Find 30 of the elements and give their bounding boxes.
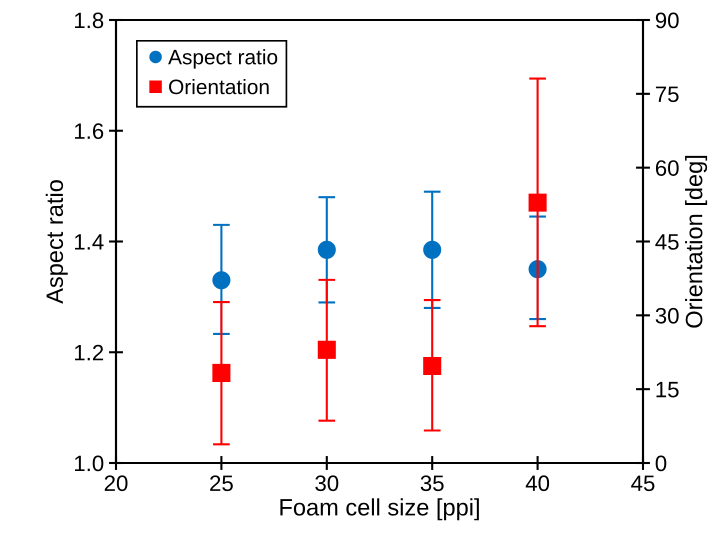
point xyxy=(423,357,442,376)
x-axis-title: Foam cell size [ppi] xyxy=(280,498,479,520)
y2-tick-label: 45 xyxy=(655,234,679,250)
point xyxy=(423,240,442,259)
point xyxy=(212,271,230,290)
x-tick-label: 25 xyxy=(210,475,233,492)
point xyxy=(212,364,230,382)
legend-label: Orientation xyxy=(169,79,269,94)
point xyxy=(318,240,336,259)
y-tick-label: 1.6 xyxy=(75,123,104,140)
x-tick-label: 20 xyxy=(104,475,128,492)
y2-tick-label: 30 xyxy=(656,308,679,324)
y2-tick-label: 0 xyxy=(656,456,666,472)
y2-tick-label: 15 xyxy=(656,382,679,398)
y-tick-label: 1.8 xyxy=(75,12,104,28)
x-tick-label: 35 xyxy=(420,475,444,492)
y2-tick-label: 60 xyxy=(656,160,679,176)
y2-tick-label: 75 xyxy=(656,86,679,102)
x-tick-label: 30 xyxy=(315,475,338,492)
y-tick-label: 1.0 xyxy=(75,456,104,472)
y-tick-label: 1.4 xyxy=(75,234,104,250)
y-axis-title: Aspect ratio xyxy=(46,180,68,304)
y2-tick-label: 90 xyxy=(656,12,679,28)
x-tick-label: 45 xyxy=(631,476,654,492)
legend-label: Aspect ratio xyxy=(168,49,278,69)
point xyxy=(318,340,336,359)
point xyxy=(528,194,547,212)
y-tick-label: 1.2 xyxy=(75,344,104,360)
y2-axis-title: Orientation [deg] xyxy=(685,156,708,328)
x-tick-label: 40 xyxy=(526,475,550,492)
